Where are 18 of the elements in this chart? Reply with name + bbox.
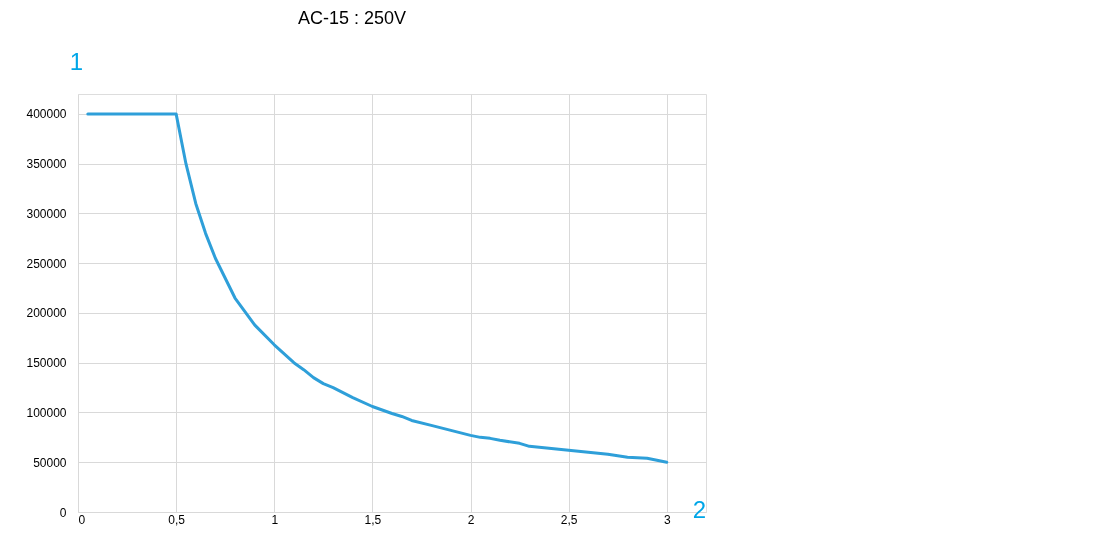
y-tick-label: 250000 bbox=[26, 256, 67, 271]
y-tick-label: 100000 bbox=[26, 405, 67, 420]
y-tick-label: 350000 bbox=[26, 157, 67, 172]
y-tick-label: 150000 bbox=[26, 356, 67, 371]
x-tick-label: 0 bbox=[78, 512, 86, 527]
line-series bbox=[86, 112, 669, 464]
x-tick-label: 2,5 bbox=[560, 512, 578, 527]
x-tick-label: 1,5 bbox=[364, 512, 382, 527]
x-tick-label: 3 bbox=[663, 512, 671, 527]
y-tick-label: 50000 bbox=[33, 455, 67, 470]
x-tick-label: 2 bbox=[467, 512, 475, 527]
y-axis-title: 1 bbox=[69, 47, 84, 75]
x-tick-label: 1 bbox=[271, 512, 279, 527]
y-tick-label: 400000 bbox=[26, 107, 67, 122]
chart-title: AC-15 : 250V bbox=[297, 8, 407, 28]
x-tick-label: 0,5 bbox=[168, 512, 186, 527]
y-tick-label: 200000 bbox=[26, 306, 67, 321]
y-tick-label: 300000 bbox=[26, 206, 67, 221]
